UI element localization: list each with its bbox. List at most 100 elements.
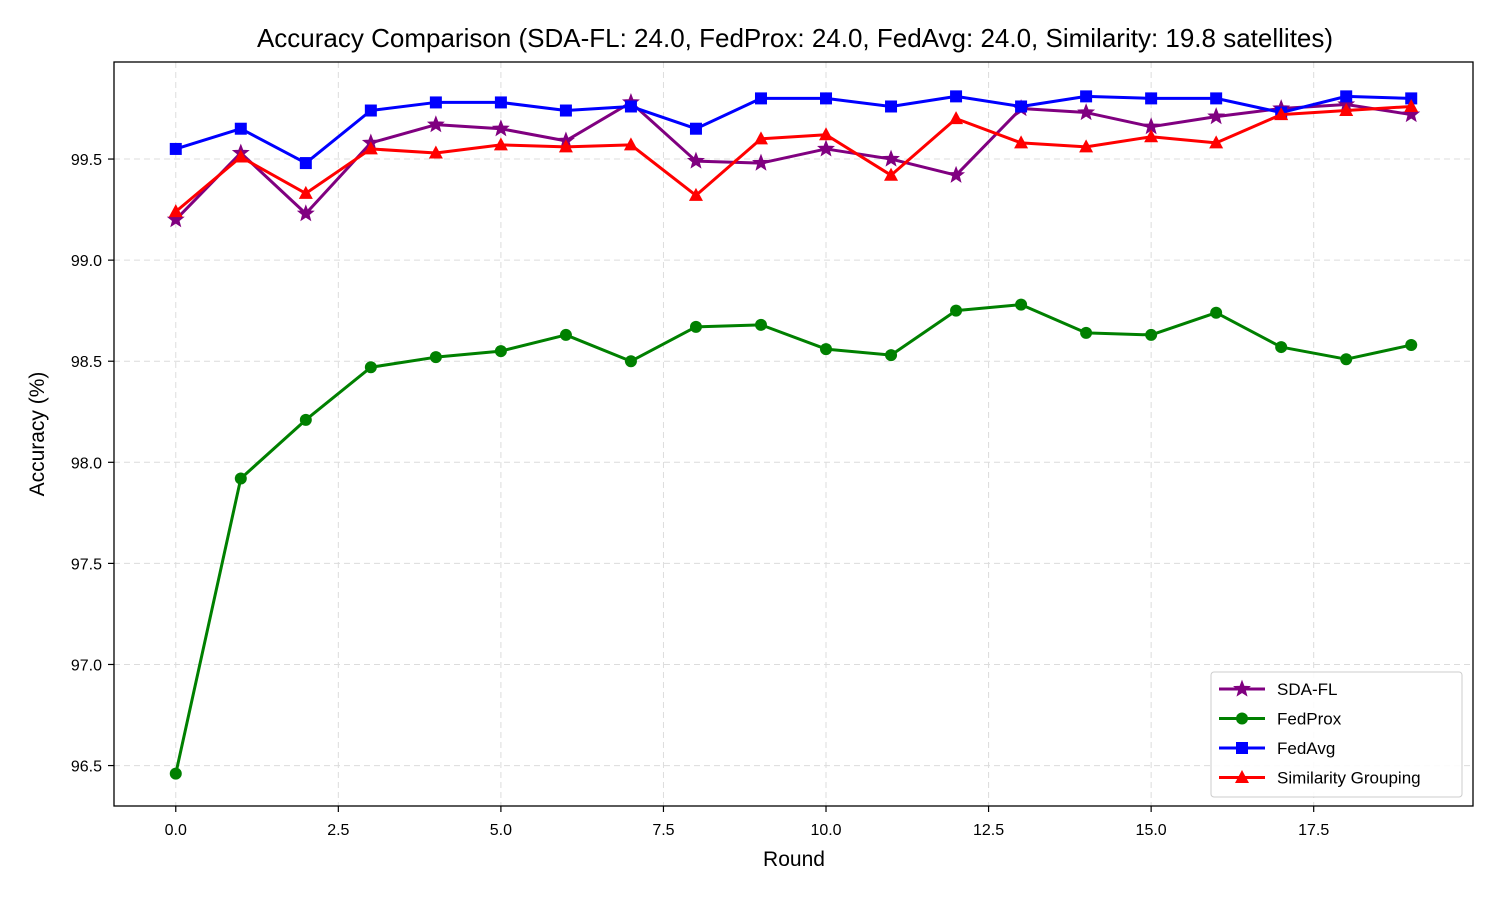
fedavg-line <box>175 94 1412 165</box>
sda-fl-point <box>426 115 445 133</box>
similarity-grouping-line <box>174 104 1412 213</box>
fedprox-point <box>1405 339 1418 352</box>
similarity-grouping-point <box>493 137 508 151</box>
legend: SDA-FL FedProx FedAvg Similarity Grouping <box>1210 671 1463 798</box>
x-axis-ticks: 0.0 2.5 5.0 7.5 10.0 12.5 15.0 17.5 <box>165 806 1329 839</box>
fedprox-point <box>754 318 767 331</box>
fedprox-point <box>169 767 182 780</box>
legend-label-similarity-grouping: Similarity Grouping <box>1277 769 1421 788</box>
fedprox-point <box>950 304 963 317</box>
fedavg-point <box>364 104 377 117</box>
similarity-grouping-point <box>884 167 899 181</box>
sda-fl-point <box>1207 107 1226 125</box>
legend-marker-sda-fl <box>1233 679 1251 697</box>
sda-fl-point <box>1077 103 1096 121</box>
fedprox-point <box>364 361 377 374</box>
legend-marker-similarity-grouping <box>1235 770 1249 783</box>
legend-label-sda-fl: SDA-FL <box>1277 680 1337 699</box>
similarity-grouping-point <box>558 139 573 153</box>
similarity-grouping-point <box>168 204 183 218</box>
y-tick-label: 97.5 <box>71 556 102 573</box>
x-tick-label: 5.0 <box>490 822 512 839</box>
x-tick-label: 7.5 <box>652 822 674 839</box>
plot-frame <box>113 61 1474 807</box>
similarity-grouping-point <box>1014 135 1029 149</box>
similarity-grouping-point <box>363 141 378 155</box>
fedavg-point <box>169 142 182 155</box>
y-tick-label: 98.5 <box>71 354 102 371</box>
x-tick-label: 12.5 <box>973 822 1004 839</box>
similarity-grouping-point <box>819 127 834 141</box>
sda-fl-line <box>174 100 1412 221</box>
sda-fl-point <box>752 153 770 171</box>
fedprox-point <box>689 320 702 333</box>
fedavg-point <box>1145 92 1158 105</box>
similarity-grouping-point <box>949 111 964 125</box>
similarity-grouping-point <box>233 149 248 163</box>
similarity-grouping-point <box>688 187 703 201</box>
legend-label-fedprox: FedProx <box>1277 710 1342 729</box>
fedprox-point <box>1080 326 1093 339</box>
x-tick-label: 0.0 <box>165 822 187 839</box>
fedavg-point <box>885 100 898 113</box>
fedavg-point <box>754 92 767 105</box>
sda-fl-point <box>882 149 900 167</box>
x-axis-label: Round <box>763 848 825 871</box>
fedavg-point <box>689 122 702 135</box>
series-fedprox <box>169 298 1418 780</box>
fedprox-point <box>1145 328 1158 341</box>
fedavg-point <box>624 100 637 113</box>
sda-fl-point <box>947 165 966 183</box>
fedavg-point <box>429 96 442 109</box>
data-series <box>166 90 1421 780</box>
similarity-grouping-point <box>1339 103 1354 117</box>
fedavg-point <box>234 122 247 135</box>
similarity-grouping-point <box>1274 107 1289 121</box>
sda-fl-point <box>166 210 185 228</box>
fedprox-point <box>559 328 572 341</box>
grid-lines <box>114 62 1473 806</box>
similarity-grouping-point <box>1144 129 1159 143</box>
sda-fl-point <box>687 151 705 169</box>
fedprox-point <box>820 343 833 356</box>
fedprox-point <box>885 349 898 362</box>
fedavg-point <box>1340 90 1353 103</box>
legend-marker-fedprox <box>1236 712 1248 725</box>
y-axis-ticks: 96.5 97.0 97.5 98.0 98.5 99.0 99.5 <box>71 152 114 776</box>
fedavg-point <box>494 96 507 109</box>
sda-fl-point <box>491 119 510 137</box>
fedavg-point <box>1405 92 1418 105</box>
fedprox-point <box>1275 341 1288 354</box>
y-tick-label: 96.5 <box>71 759 102 776</box>
y-tick-label: 99.5 <box>71 152 102 169</box>
y-axis-label: Accuracy (%) <box>26 372 49 497</box>
x-tick-label: 15.0 <box>1136 822 1167 839</box>
similarity-grouping-point <box>753 131 768 145</box>
fedprox-point <box>1210 306 1223 319</box>
x-tick-label: 17.5 <box>1298 822 1329 839</box>
x-tick-label: 10.0 <box>810 822 841 839</box>
similarity-grouping-point <box>1079 139 1094 153</box>
y-tick-label: 99.0 <box>71 253 102 270</box>
fedavg-point <box>1210 92 1223 105</box>
legend-label-fedavg: FedAvg <box>1277 739 1335 758</box>
x-tick-label: 2.5 <box>327 822 349 839</box>
fedavg-point <box>950 90 963 103</box>
similarity-grouping-point <box>1404 98 1419 112</box>
fedavg-point <box>1015 100 1028 113</box>
similarity-grouping-point <box>1209 135 1224 149</box>
fedavg-point <box>559 104 572 117</box>
fedprox-point <box>1015 298 1028 311</box>
fedprox-point <box>494 345 507 358</box>
fedavg-point <box>1080 90 1093 103</box>
sda-fl-point <box>1402 105 1421 123</box>
similarity-grouping-point <box>428 145 443 159</box>
legend-box <box>1210 671 1463 798</box>
similarity-grouping-point <box>298 185 313 199</box>
fedprox-point <box>429 351 442 364</box>
fedprox-point <box>1340 353 1353 366</box>
fedprox-point <box>624 355 637 368</box>
similarity-grouping-point <box>623 137 638 151</box>
y-tick-label: 98.0 <box>71 455 102 472</box>
